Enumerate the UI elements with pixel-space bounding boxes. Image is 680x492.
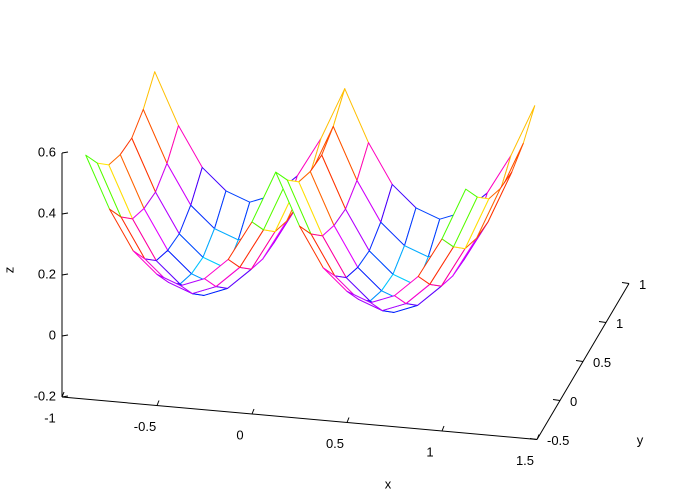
x-tick (536, 434, 540, 440)
y-tick-label: -0.5 (547, 433, 569, 448)
y-tick-label: 1 (639, 277, 646, 292)
z-tick-label: 0.2 (38, 266, 56, 281)
z-tick (61, 212, 69, 215)
mesh-cell (441, 188, 478, 248)
z-tick-label: -0.2 (34, 388, 56, 403)
y-tick (529, 438, 538, 440)
z-tick (61, 334, 69, 337)
x-tick-label: 1 (426, 444, 433, 459)
z-tick (61, 151, 69, 154)
z-axis-label: z (1, 267, 16, 274)
y-tick (575, 360, 584, 362)
y-tick (598, 321, 607, 323)
x-tick-label: 0 (236, 427, 243, 442)
y-tick-label: 1 (616, 316, 623, 331)
y-axis-label: y (637, 432, 644, 447)
y-tick-label: 0.5 (593, 355, 611, 370)
x-tick (346, 417, 350, 423)
y-tick (552, 399, 561, 401)
x-tick (251, 408, 255, 415)
z-tick-label: 0.4 (38, 205, 56, 220)
z-tick-label: 0.6 (38, 144, 56, 159)
x-tick-label: 1.5 (516, 453, 534, 468)
mesh-cell (499, 105, 536, 194)
y-tick-label: 0 (570, 394, 577, 409)
z-tick (61, 273, 69, 276)
x-axis-label: x (385, 476, 392, 491)
z-tick-label: 0 (49, 327, 56, 342)
x-tick-label: -1 (44, 410, 56, 425)
y-tick (621, 282, 630, 284)
x-tick (61, 391, 65, 398)
x-tick (441, 425, 445, 432)
x-tick-label: -0.5 (134, 419, 156, 434)
x-axis (61, 396, 538, 440)
z-tick (61, 395, 69, 398)
x-tick (156, 400, 160, 406)
x-tick-label: 0.5 (326, 436, 344, 451)
